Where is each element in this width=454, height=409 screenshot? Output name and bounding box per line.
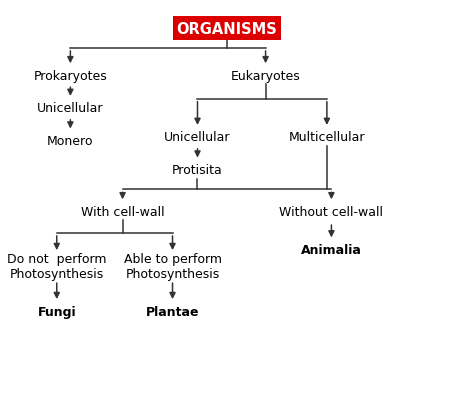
Text: ORGANISMS: ORGANISMS [177, 22, 277, 36]
Text: Prokaryotes: Prokaryotes [34, 70, 107, 83]
Text: Plantae: Plantae [146, 305, 199, 318]
Text: Unicellular: Unicellular [37, 102, 104, 115]
Text: With cell-wall: With cell-wall [81, 205, 164, 218]
Text: Fungi: Fungi [37, 305, 76, 318]
Text: Do not  perform
Photosynthesis: Do not perform Photosynthesis [7, 252, 107, 280]
Text: Able to perform
Photosynthesis: Able to perform Photosynthesis [123, 252, 222, 280]
Text: Eukaryotes: Eukaryotes [231, 70, 301, 83]
Text: Multicellular: Multicellular [289, 131, 365, 144]
Text: Animalia: Animalia [301, 243, 362, 256]
Text: Protisita: Protisita [172, 164, 223, 177]
Text: Monero: Monero [47, 135, 94, 148]
Text: Unicellular: Unicellular [164, 131, 231, 144]
Text: Classification of Organisms into five Kingdoms: Classification of Organisms into five Ki… [44, 378, 410, 391]
Text: Without cell-wall: Without cell-wall [279, 205, 384, 218]
